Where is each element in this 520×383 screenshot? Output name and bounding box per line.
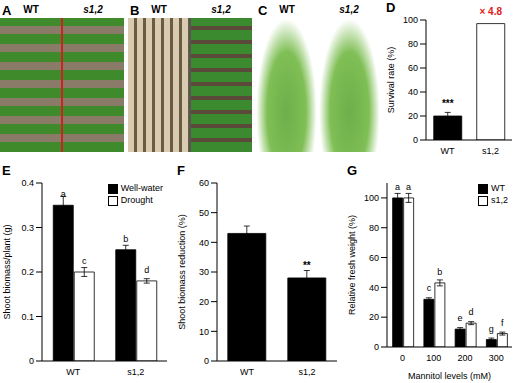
svg-text:Shoot biomass/plant (g): Shoot biomass/plant (g) [2,224,12,319]
svg-text:50: 50 [199,208,209,218]
svg-text:80: 80 [369,223,379,233]
html-text:WT: WT [279,4,295,15]
html-text:WT: WT [491,183,505,193]
svg-text:0.4: 0.4 [21,178,34,188]
svg-text:f: f [501,318,504,328]
svg-text:0: 0 [400,353,405,363]
svg-text:0: 0 [204,356,209,366]
html-text:G: G [347,163,358,178]
svg-text:0.2: 0.2 [21,267,34,277]
html-text:B: B [130,3,140,18]
svg-text:a: a [406,182,411,192]
svg-text:d: d [144,265,149,275]
svg-text:100: 100 [426,353,441,363]
svg-text:c: c [427,283,432,293]
svg-text:c: c [82,256,87,266]
svg-text:40: 40 [369,283,379,293]
svg-text:b: b [123,234,128,244]
svg-text:0.3: 0.3 [21,223,34,233]
svg-text:60: 60 [199,178,209,188]
html-text:C: C [258,3,268,18]
html-text:s1,2: s1,2 [211,4,231,15]
svg-text:WT: WT [240,367,254,377]
svg-text:b: b [437,267,442,277]
svg-text:20: 20 [408,111,418,121]
html-text:s1,2: s1,2 [83,4,103,15]
svg-text:s1,2: s1,2 [127,367,144,377]
svg-text:e: e [458,313,463,323]
svg-text:60: 60 [408,63,418,73]
html-text:Drought: Drought [120,195,153,205]
html-text:WT: WT [151,4,167,15]
svg-text:100: 100 [364,193,379,203]
svg-text:40: 40 [199,238,209,248]
svg-text:s1,2: s1,2 [482,146,499,156]
html-text:D: D [386,0,396,15]
svg-text:40: 40 [408,87,418,97]
svg-text:Mannitol levels (mM): Mannitol levels (mM) [408,371,491,381]
html-text:Well-water: Well-water [120,183,163,193]
html-text:s1,2: s1,2 [339,4,359,15]
svg-text:***: *** [442,98,454,109]
svg-text:200: 200 [458,353,473,363]
svg-text:g: g [489,324,494,334]
svg-text:Survival rate (%): Survival rate (%) [386,47,396,114]
svg-text:60: 60 [369,253,379,263]
svg-text:80: 80 [408,39,418,49]
svg-text:0: 0 [374,342,379,352]
svg-text:0: 0 [413,135,418,145]
html-text:E: E [2,163,11,178]
svg-text:d: d [469,307,474,317]
html-text:WT: WT [23,4,39,15]
svg-text:20: 20 [369,312,379,322]
svg-text:20: 20 [199,297,209,307]
svg-text:0: 0 [29,356,34,366]
html-text:F: F [177,163,185,178]
svg-text:100: 100 [403,15,418,25]
svg-text:**: ** [303,260,311,271]
svg-text:s1,2: s1,2 [298,367,315,377]
html-text:s1,2: s1,2 [491,195,508,205]
svg-text:a: a [61,189,66,199]
svg-text:WT: WT [441,146,455,156]
svg-text:Relative fresh weight (%): Relative fresh weight (%) [347,215,357,315]
svg-text:a: a [395,182,400,192]
svg-text:Shoot biomass reduction (%): Shoot biomass reduction (%) [177,214,187,330]
html-text:A: A [2,3,12,18]
svg-text:300: 300 [489,353,504,363]
svg-text:0.1: 0.1 [21,312,34,322]
svg-text:× 4.8: × 4.8 [479,6,502,17]
svg-text:WT: WT [66,367,80,377]
svg-text:30: 30 [199,267,209,277]
svg-text:10: 10 [199,327,209,337]
